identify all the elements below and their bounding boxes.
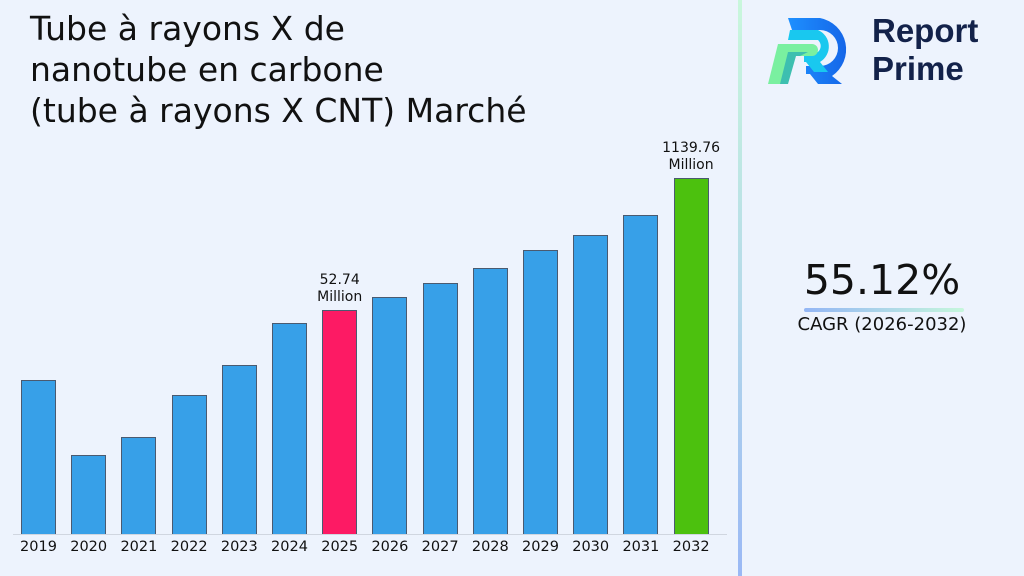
data-label-2025: 52.74 Million [295, 272, 385, 306]
bar-2023 [221, 365, 257, 534]
x-tick-label: 2028 [471, 539, 509, 555]
bar-chart: 2019 2020 2021 2022 2023 2024 2025 2026 2027 2028… [13, 140, 736, 555]
title-line-2: nanotube en carbone [30, 50, 384, 89]
bar-2020 [71, 455, 107, 534]
x-tick-label: 2027 [421, 539, 459, 555]
x-tick-label: 2023 [220, 539, 258, 555]
x-tick-label: 2020 [70, 539, 108, 555]
title-line-1: Tube à rayons X de [30, 9, 345, 48]
bar-2021 [121, 437, 157, 534]
bar-2027 [422, 283, 458, 534]
brand-line-2: Prime [872, 50, 964, 87]
bar-2030 [573, 235, 609, 534]
title-line-3: (tube à rayons X CNT) Marché [30, 91, 527, 130]
bar-2031 [623, 215, 659, 534]
vertical-divider [738, 0, 742, 576]
data-label-2032: 1139.76 Million [646, 140, 736, 174]
x-tick-label: 2019 [20, 539, 57, 555]
data-label-line: Million [317, 289, 363, 305]
x-tick-label: 2031 [622, 539, 660, 555]
cagr-label: CAGR (2026-2032) [797, 314, 967, 335]
bar-2026 [372, 297, 408, 534]
x-tick-label: 2024 [271, 539, 308, 555]
brand-name: Report Prime [872, 12, 978, 88]
x-tick-label: 2026 [371, 539, 409, 555]
x-tick-label: 2030 [572, 539, 610, 555]
data-label-line: 1139.76 [662, 140, 721, 156]
brand-line-1: Report [872, 12, 979, 49]
bar-2028 [472, 268, 508, 534]
x-tick-label: 2029 [522, 539, 559, 555]
chart-title: Tube à rayons X de nanotube en carbone (… [30, 8, 527, 131]
x-axis-line [13, 534, 727, 535]
bar-2029 [523, 250, 558, 534]
x-tick-label: 2025 [321, 539, 359, 555]
bar-2032 [673, 178, 709, 534]
cagr-value: 55.12% [803, 256, 961, 304]
x-tick-label: 2032 [672, 539, 710, 555]
bar-2024 [272, 323, 307, 534]
data-label-line: 52.74 [319, 272, 360, 288]
report-prime-logo-icon [768, 18, 847, 84]
bar-2025 [322, 310, 358, 534]
data-label-line: Million [668, 157, 714, 173]
bar-2022 [171, 395, 207, 534]
cagr-underline [804, 308, 964, 312]
x-tick-label: 2021 [120, 539, 158, 555]
x-tick-label: 2022 [170, 539, 208, 555]
bar-2019 [21, 380, 56, 534]
